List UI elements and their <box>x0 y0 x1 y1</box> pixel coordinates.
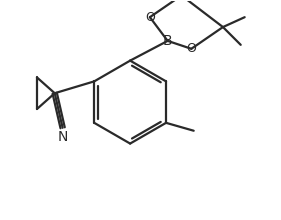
Text: O: O <box>145 11 155 24</box>
Text: B: B <box>163 34 173 48</box>
Text: N: N <box>57 130 68 144</box>
Text: O: O <box>186 42 196 55</box>
